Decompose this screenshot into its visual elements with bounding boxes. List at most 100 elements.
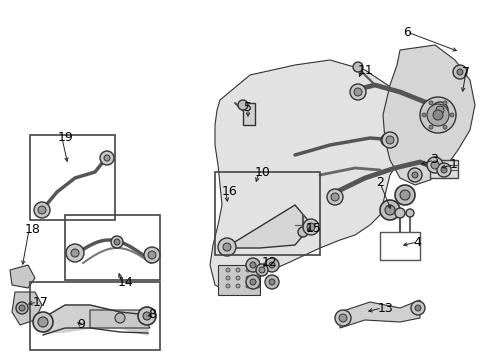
- Circle shape: [225, 268, 229, 272]
- Circle shape: [407, 168, 421, 182]
- Circle shape: [115, 313, 125, 323]
- Polygon shape: [43, 305, 148, 335]
- Circle shape: [430, 161, 438, 169]
- Circle shape: [421, 113, 425, 117]
- Circle shape: [394, 208, 404, 218]
- Polygon shape: [382, 45, 474, 185]
- Circle shape: [142, 312, 151, 320]
- Bar: [30, 282, 160, 350]
- Circle shape: [256, 268, 260, 272]
- Circle shape: [436, 163, 450, 177]
- Bar: [30, 135, 115, 220]
- Circle shape: [394, 185, 414, 205]
- Circle shape: [138, 307, 156, 325]
- Circle shape: [330, 193, 338, 201]
- Circle shape: [143, 247, 160, 263]
- Circle shape: [381, 132, 397, 148]
- Text: 2: 2: [375, 176, 383, 189]
- Circle shape: [338, 314, 346, 322]
- Text: 15: 15: [305, 222, 321, 235]
- Circle shape: [249, 262, 256, 268]
- Text: 17: 17: [33, 296, 49, 309]
- Polygon shape: [10, 265, 35, 288]
- Circle shape: [428, 101, 432, 105]
- Text: 4: 4: [412, 235, 420, 248]
- Circle shape: [303, 219, 318, 235]
- Circle shape: [34, 202, 50, 218]
- Circle shape: [225, 276, 229, 280]
- Circle shape: [456, 69, 462, 75]
- Text: 1: 1: [449, 158, 457, 171]
- Circle shape: [66, 244, 84, 262]
- Text: 9: 9: [77, 319, 85, 332]
- Circle shape: [380, 134, 392, 146]
- Circle shape: [236, 268, 240, 272]
- Circle shape: [256, 284, 260, 288]
- Circle shape: [114, 239, 120, 245]
- Text: 6: 6: [402, 26, 410, 39]
- Text: 19: 19: [58, 131, 74, 144]
- Circle shape: [256, 276, 260, 280]
- Circle shape: [432, 110, 442, 120]
- Polygon shape: [224, 205, 311, 248]
- Circle shape: [259, 267, 264, 273]
- Circle shape: [414, 305, 420, 311]
- Circle shape: [245, 276, 249, 280]
- Circle shape: [442, 125, 446, 129]
- Circle shape: [353, 88, 361, 96]
- Circle shape: [38, 317, 48, 327]
- Circle shape: [148, 251, 156, 259]
- Circle shape: [419, 97, 455, 133]
- Circle shape: [334, 310, 350, 326]
- Circle shape: [268, 279, 274, 285]
- Text: 14: 14: [118, 276, 134, 289]
- Circle shape: [223, 243, 230, 251]
- Circle shape: [264, 275, 279, 289]
- Text: 10: 10: [254, 166, 270, 180]
- Circle shape: [245, 275, 260, 289]
- Circle shape: [111, 236, 123, 248]
- Circle shape: [71, 249, 79, 257]
- Circle shape: [19, 305, 25, 311]
- Circle shape: [326, 189, 342, 205]
- Text: 3: 3: [429, 153, 437, 166]
- Circle shape: [264, 258, 279, 272]
- Circle shape: [100, 151, 114, 165]
- Circle shape: [428, 125, 432, 129]
- Text: 18: 18: [25, 224, 41, 237]
- Circle shape: [426, 157, 442, 173]
- Circle shape: [399, 190, 409, 200]
- Polygon shape: [12, 292, 42, 325]
- Text: 7: 7: [461, 66, 469, 78]
- Circle shape: [104, 155, 110, 161]
- Polygon shape: [339, 300, 419, 328]
- Circle shape: [16, 302, 28, 314]
- Bar: [215, 172, 319, 255]
- Circle shape: [431, 102, 447, 118]
- Circle shape: [449, 113, 453, 117]
- Circle shape: [426, 104, 448, 126]
- Circle shape: [297, 227, 307, 237]
- Circle shape: [245, 268, 249, 272]
- Circle shape: [411, 172, 417, 178]
- Text: 5: 5: [244, 102, 251, 114]
- Circle shape: [352, 62, 362, 72]
- Circle shape: [238, 100, 247, 110]
- Circle shape: [256, 264, 267, 276]
- Circle shape: [440, 167, 446, 173]
- Circle shape: [385, 136, 393, 144]
- Bar: [243, 103, 254, 125]
- Circle shape: [245, 284, 249, 288]
- Bar: [65, 215, 160, 280]
- Circle shape: [452, 65, 466, 79]
- Circle shape: [218, 238, 236, 256]
- Circle shape: [268, 262, 274, 268]
- Bar: [429, 160, 457, 178]
- Circle shape: [38, 206, 46, 214]
- Polygon shape: [90, 310, 150, 328]
- Circle shape: [405, 209, 413, 217]
- Circle shape: [384, 205, 394, 215]
- Polygon shape: [209, 60, 439, 290]
- Circle shape: [410, 301, 424, 315]
- Text: 11: 11: [357, 63, 373, 77]
